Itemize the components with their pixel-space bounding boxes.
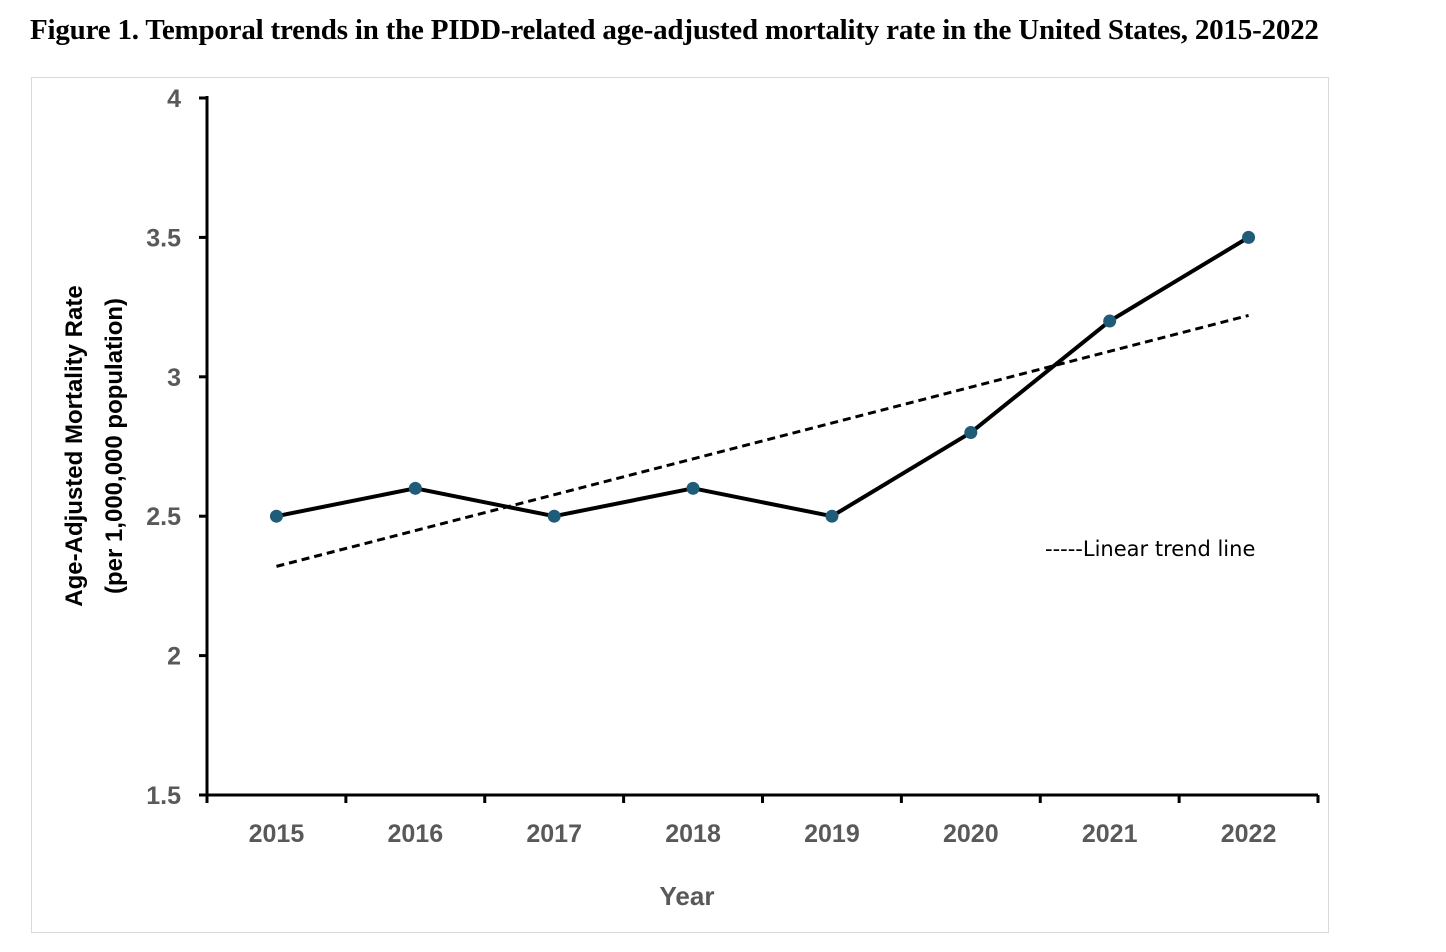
- data-point: [1103, 314, 1117, 328]
- y-axis-title-line2: (per 1,000,000 population): [101, 298, 128, 594]
- data-point: [964, 426, 978, 440]
- data-point: [825, 509, 839, 523]
- y-tick-label: 4: [167, 85, 181, 113]
- data-point: [1242, 230, 1256, 244]
- trend-legend-label: -----Linear trend line: [1045, 537, 1255, 561]
- data-point: [686, 481, 700, 495]
- x-axis-ticks: 2015 2016 2017 2018 2019 2020 2021 2022: [205, 795, 1320, 848]
- data-point: [269, 509, 283, 523]
- x-tick-label: 2020: [943, 820, 999, 848]
- x-tick-label: 2015: [249, 820, 305, 848]
- y-axis-ticks: 4 3.5 3 2.5 2 1.5: [146, 85, 207, 810]
- x-tick-label: 2021: [1082, 820, 1138, 848]
- x-axis-title: Year: [660, 881, 715, 911]
- data-point: [547, 509, 561, 523]
- x-tick-label: 2017: [526, 820, 582, 848]
- figure-title: Figure 1. Temporal trends in the PIDD-re…: [30, 14, 1319, 46]
- linear-trend-line: [276, 314, 1249, 568]
- x-tick-label: 2019: [804, 820, 860, 848]
- y-tick-label: 2.5: [146, 503, 181, 531]
- y-tick-label: 3: [167, 364, 181, 392]
- chart-frame: [31, 77, 1329, 933]
- data-point: [408, 481, 422, 495]
- y-tick-label: 3.5: [146, 224, 181, 252]
- y-tick-label: 2: [167, 643, 181, 671]
- y-axis-title-line1: Age-Adjusted Mortality Rate: [61, 285, 88, 606]
- y-tick-label: 1.5: [146, 782, 181, 810]
- x-tick-label: 2022: [1221, 820, 1277, 848]
- x-tick-label: 2018: [665, 820, 721, 848]
- series-line: [276, 235, 1250, 519]
- x-tick-label: 2016: [388, 820, 444, 848]
- series-markers: [269, 230, 1256, 523]
